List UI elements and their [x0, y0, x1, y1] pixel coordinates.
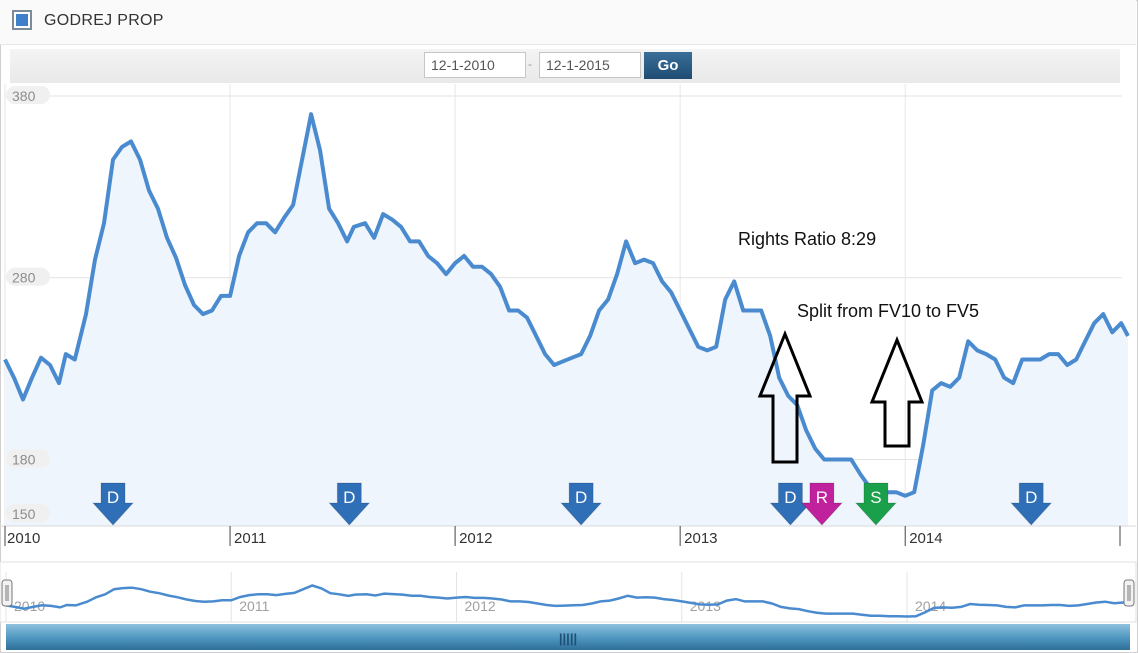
navigator-x-label: 2013: [690, 598, 721, 614]
y-tick-label-bg: [6, 504, 50, 522]
x-tick-label: 2010: [7, 530, 40, 547]
dividend-arrow-icon: [91, 482, 135, 526]
rights-annotation-text: Rights Ratio 8:29: [738, 229, 876, 249]
chart-color-swatch-icon[interactable]: [12, 10, 32, 30]
rights-up-arrow-icon: [757, 329, 813, 464]
navigator-series-line: [5, 584, 1131, 618]
x-tick-label: 2013: [684, 530, 717, 547]
navigator-scrollbar[interactable]: [6, 624, 1130, 650]
dividend-arrow-icon: [769, 482, 812, 526]
y-tick-label: 380: [12, 88, 36, 104]
split-event-marker[interactable]: S: [854, 482, 898, 526]
navigator-left-handle[interactable]: [1, 579, 13, 607]
navigator-right-handle[interactable]: [1123, 579, 1135, 607]
navigator-panel[interactable]: [0, 561, 1137, 623]
dividend-event-label: D: [1025, 488, 1037, 507]
split-event-label: S: [870, 488, 881, 507]
y-tick-label: 280: [12, 270, 36, 286]
x-tick-label: 2014: [909, 530, 942, 547]
navigator-x-label: 2011: [239, 598, 269, 614]
y-tick-label-bg: [6, 86, 50, 104]
x-tick-label: 2012: [459, 530, 492, 547]
y-tick-label: 180: [12, 451, 36, 467]
dividend-event-marker[interactable]: D: [328, 482, 371, 526]
dividend-event-label: D: [343, 488, 355, 507]
price-line: [3, 112, 1130, 498]
x-tick-label: 2011: [234, 530, 266, 547]
navigator-x-label: 2010: [14, 598, 45, 614]
dividend-arrow-icon: [1010, 482, 1053, 526]
split-arrow-icon: [854, 482, 898, 526]
dividend-event-label: D: [107, 488, 119, 507]
dividend-event-label: D: [575, 488, 587, 507]
rights-event-marker[interactable]: R: [800, 482, 844, 526]
split-annotation-text: Split from FV10 to FV5: [797, 301, 979, 321]
chart-title-bar: GODREJ PROP: [0, 0, 1136, 45]
dividend-arrow-icon: [559, 482, 603, 526]
rights-event-label: R: [816, 488, 828, 507]
scrollbar-grip-icon[interactable]: |||||: [559, 631, 577, 646]
y-tick-label-bg: [6, 449, 50, 468]
split-up-arrow-icon: [869, 335, 925, 448]
dividend-event-marker[interactable]: D: [769, 482, 812, 526]
date-range-separator: -: [528, 57, 532, 71]
dividend-event-marker[interactable]: D: [1010, 482, 1053, 526]
y-tick-label-bg: [6, 267, 50, 286]
chart-title: GODREJ PROP: [44, 12, 164, 29]
to-date-input[interactable]: [539, 52, 641, 78]
rights-arrow-icon: [800, 482, 844, 526]
navigator-x-label: 2014: [915, 598, 946, 614]
navigator-x-label: 2012: [465, 598, 496, 614]
dividend-event-marker[interactable]: D: [559, 482, 603, 526]
dividend-event-marker[interactable]: D: [91, 482, 135, 526]
dividend-arrow-icon: [328, 482, 371, 526]
dividend-event-label: D: [784, 488, 796, 507]
go-button[interactable]: Go: [644, 52, 692, 79]
from-date-input[interactable]: [424, 52, 526, 78]
y-tick-label: 150: [12, 506, 36, 522]
